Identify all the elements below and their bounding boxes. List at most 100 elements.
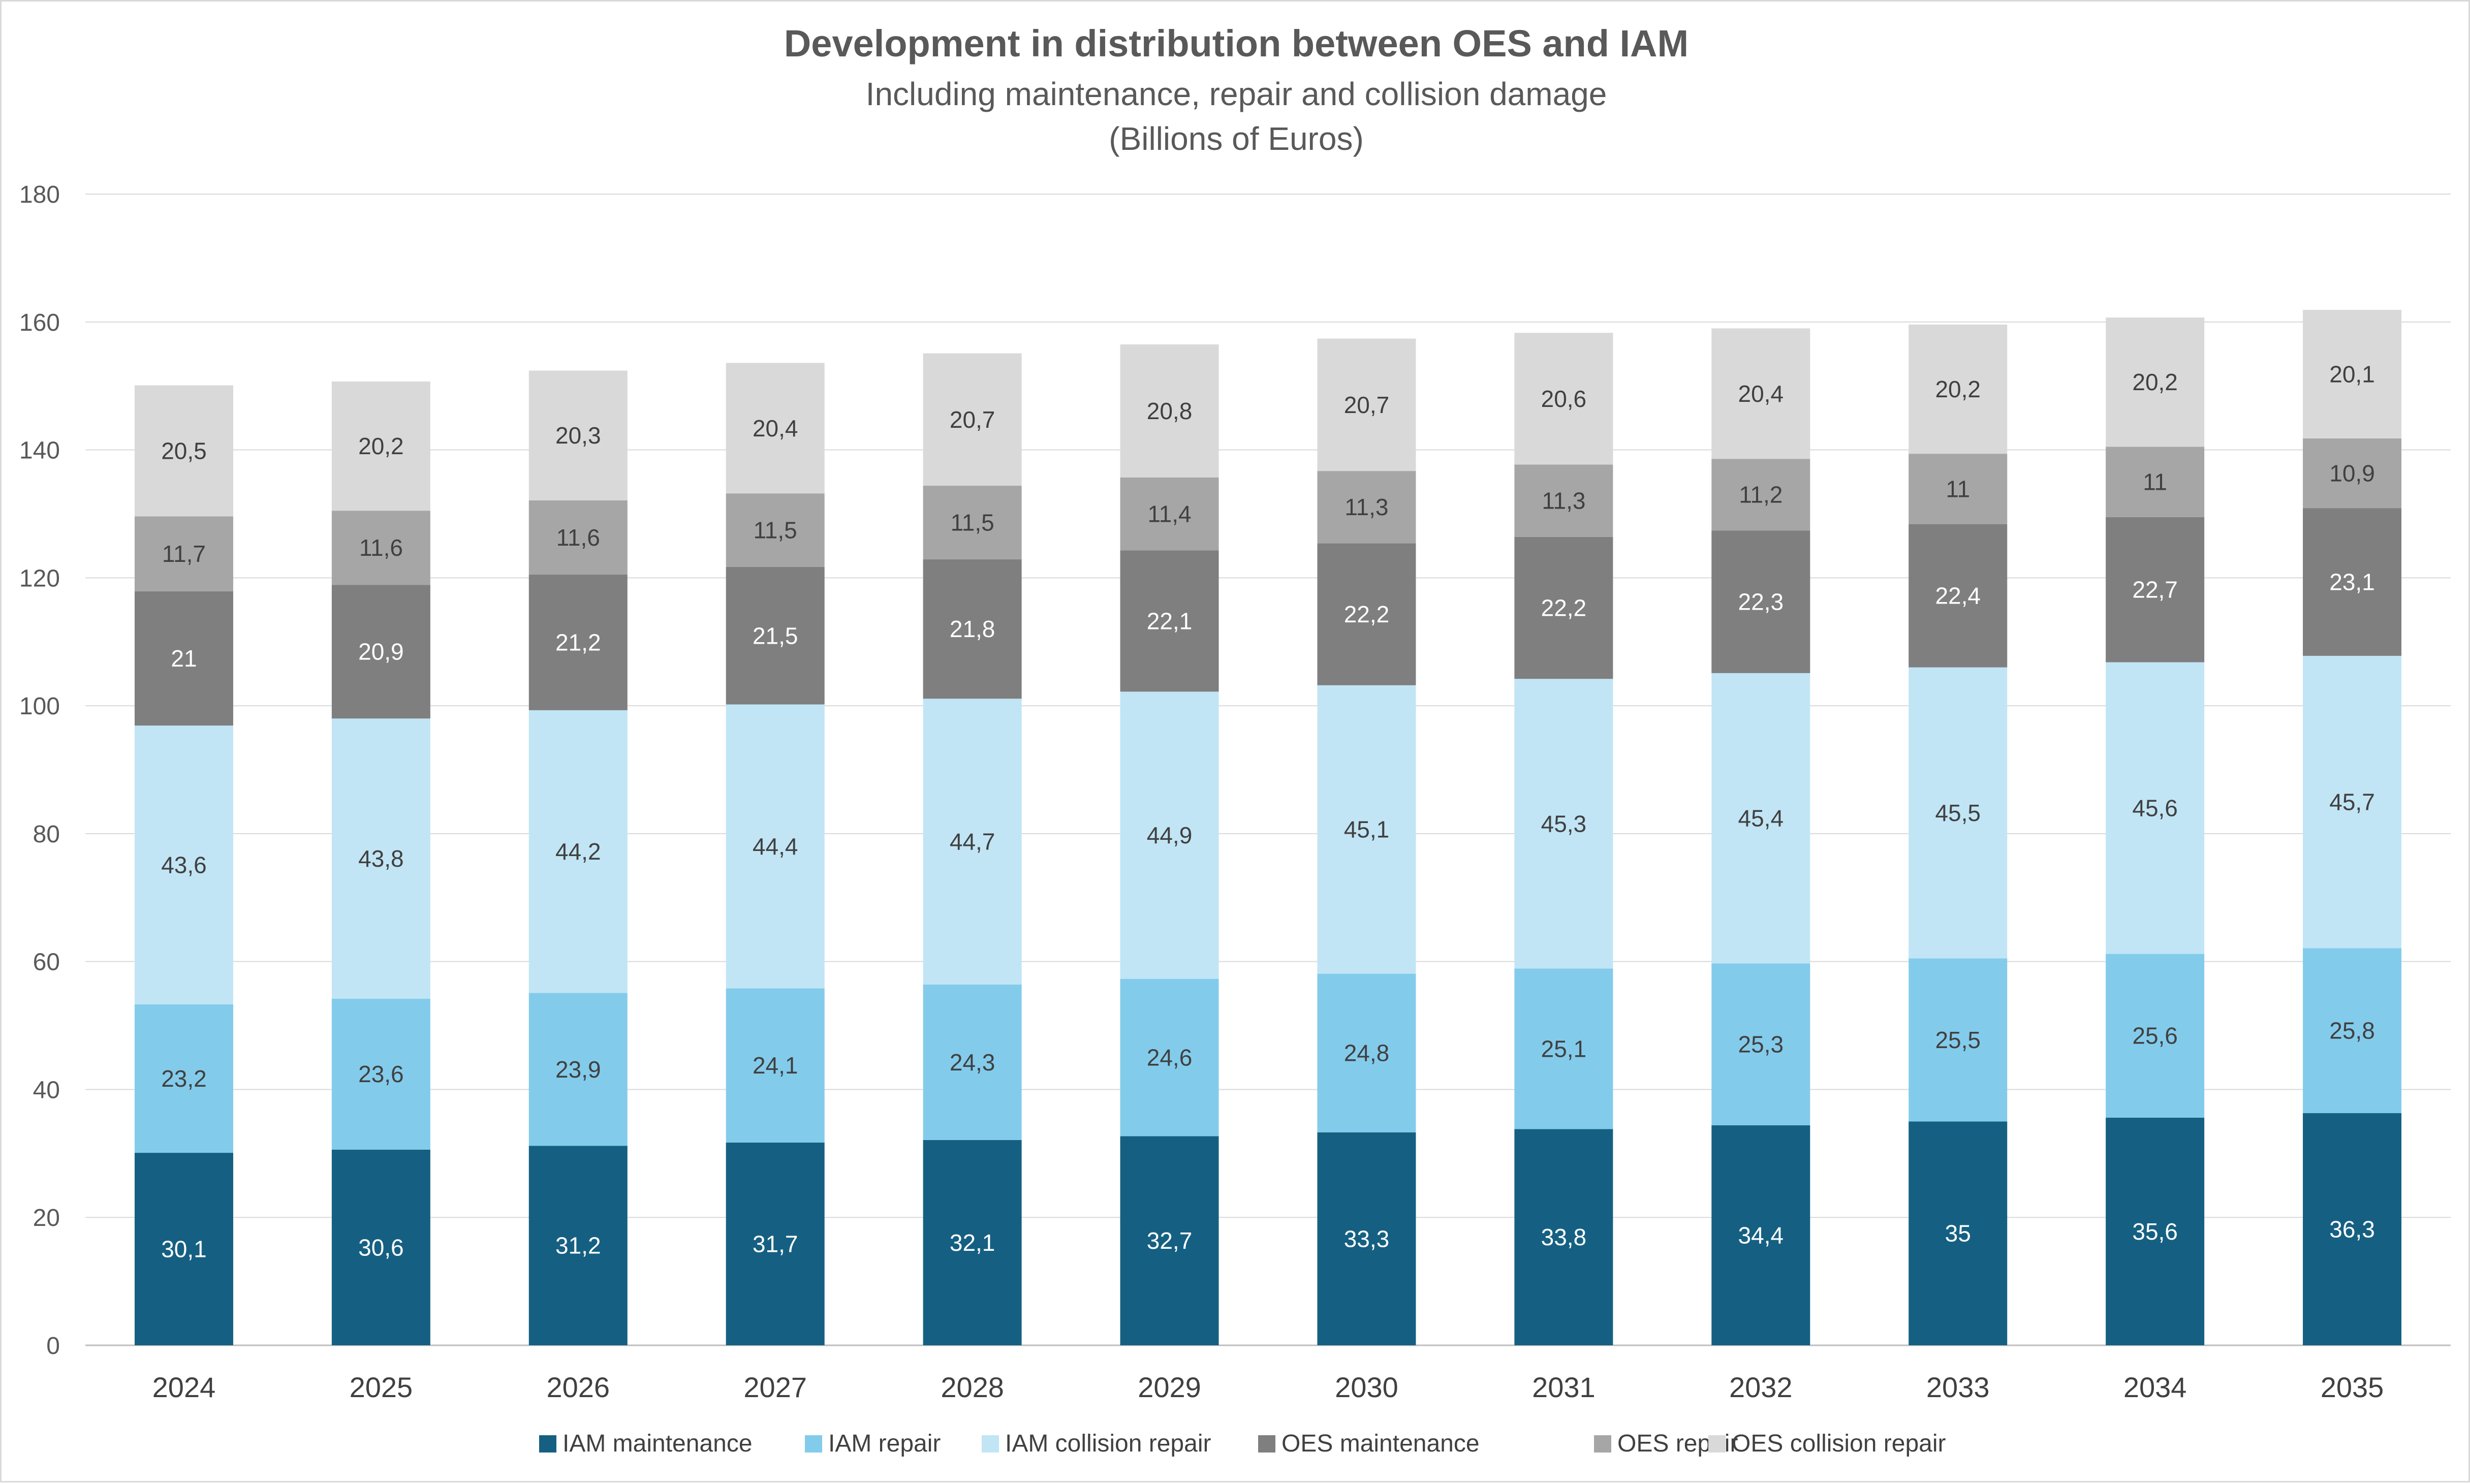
- bar-segment: [528, 370, 628, 501]
- bars: 30,1 23,2 43,6 21 11,7 20,5 30,6 23,6 43,8 20,9 11…: [134, 309, 2402, 1345]
- bar-segment: [726, 1142, 825, 1345]
- data-label: 31,2: [555, 1233, 601, 1259]
- data-label: 20,1: [2329, 361, 2375, 387]
- bar-segment: [1317, 685, 1416, 974]
- data-label: 20,2: [2132, 369, 2178, 395]
- bar-segment: [1120, 477, 1219, 551]
- data-label: 24,1: [753, 1052, 798, 1079]
- bar-segment: [2106, 317, 2205, 447]
- bar-segment: [134, 1004, 233, 1153]
- x-tick-label: 2024: [152, 1371, 216, 1403]
- data-label: 45,4: [1738, 805, 1784, 832]
- bar-segment: [1120, 978, 1219, 1136]
- bar-segment: [1909, 524, 2008, 668]
- y-tick-label: 20: [33, 1205, 60, 1232]
- y-tick-label: 0: [46, 1333, 60, 1360]
- bar-segment: [2106, 954, 2205, 1118]
- data-label: 45,3: [1541, 810, 1587, 837]
- bar-segment: [923, 699, 1022, 985]
- data-label: 30,1: [161, 1236, 207, 1262]
- data-label: 34,4: [1738, 1222, 1784, 1248]
- y-tick-label: 180: [19, 181, 60, 208]
- data-label: 35: [1945, 1220, 1971, 1247]
- data-label: 22,2: [1541, 595, 1587, 621]
- data-label: 11,4: [1147, 500, 1191, 527]
- bar-segment: [2303, 1113, 2402, 1345]
- legend-swatch: [1258, 1435, 1275, 1453]
- x-tick-label: 2028: [941, 1371, 1004, 1403]
- x-tick-label: 2027: [743, 1371, 807, 1403]
- data-label: 22,2: [1344, 601, 1390, 627]
- bar-segment: [1514, 679, 1613, 969]
- bar-segment: [726, 363, 825, 494]
- data-label: 44,9: [1147, 822, 1193, 848]
- bar-segment: [1317, 1132, 1416, 1345]
- bar-segment: [1120, 550, 1219, 692]
- data-label: 20,7: [950, 406, 995, 433]
- gridlines: [85, 194, 2451, 1346]
- bar-segment: [2303, 948, 2402, 1114]
- data-label: 45,6: [2132, 795, 2178, 822]
- data-label: 30,6: [358, 1234, 404, 1260]
- bar-segment: [1120, 344, 1219, 478]
- data-label: 33,8: [1541, 1224, 1587, 1250]
- chart-subtitle-line-1: Including maintenance, repair and collis…: [866, 76, 1607, 112]
- bar-segment: [1909, 1121, 2008, 1345]
- bar-segment: [528, 993, 628, 1146]
- x-tick-label: 2034: [2123, 1371, 2187, 1403]
- data-label: 11,7: [162, 541, 206, 567]
- data-label: 44,2: [555, 838, 601, 865]
- legend-label: IAM maintenance: [562, 1430, 753, 1457]
- data-label: 20,8: [1147, 398, 1193, 424]
- data-label: 20,7: [1344, 392, 1390, 418]
- legend-label: OES maintenance: [1281, 1430, 1480, 1457]
- data-label: 31,7: [753, 1230, 798, 1257]
- bar-segment: [923, 1140, 1022, 1345]
- legend: IAM maintenance IAM repair IAM collision r…: [539, 1430, 1946, 1457]
- legend-label: IAM repair: [828, 1430, 941, 1457]
- bar-segment: [528, 710, 628, 993]
- data-label: 20,9: [358, 639, 404, 665]
- data-label: 25,3: [1738, 1031, 1784, 1058]
- data-label: 25,5: [1935, 1027, 1981, 1053]
- bar-segment: [923, 353, 1022, 486]
- data-label: 44,4: [753, 833, 798, 860]
- bar-segment: [1909, 958, 2008, 1122]
- x-tick-label: 2035: [2321, 1371, 2384, 1403]
- x-tick-label: 2032: [1729, 1371, 1793, 1403]
- data-label: 32,7: [1147, 1227, 1193, 1254]
- bar-segment: [923, 559, 1022, 699]
- bar-segment: [134, 591, 233, 726]
- bar-segment: [2303, 438, 2402, 509]
- data-label: 23,1: [2329, 569, 2375, 595]
- bar-segment: [1120, 691, 1219, 979]
- bar-segment: [1909, 667, 2008, 959]
- data-label: 43,8: [358, 845, 404, 872]
- x-axis-ticks: 2024 2025 2026 2027 2028 2029 2030 2031 2032 2033…: [152, 1371, 2384, 1403]
- data-label: 45,7: [2329, 789, 2375, 815]
- data-label: 11,3: [1345, 494, 1388, 520]
- y-tick-label: 80: [33, 821, 60, 848]
- bar-segment: [1711, 530, 1810, 673]
- data-label: 33,3: [1344, 1225, 1390, 1252]
- x-tick-label: 2031: [1532, 1371, 1596, 1403]
- bar-segment: [134, 725, 233, 1005]
- y-tick-label: 40: [33, 1077, 60, 1103]
- x-tick-label: 2029: [1138, 1371, 1201, 1403]
- bar-segment: [1514, 464, 1613, 537]
- legend-swatch: [1708, 1435, 1726, 1453]
- bar-segment: [726, 988, 825, 1143]
- data-label: 11: [1946, 476, 1970, 502]
- data-label: 24,8: [1344, 1040, 1390, 1066]
- data-label: 45,5: [1935, 800, 1981, 826]
- bar-segment: [1909, 324, 2008, 454]
- legend-swatch: [982, 1435, 999, 1453]
- data-label: 20,4: [1738, 381, 1784, 407]
- bar-segment: [1317, 471, 1416, 544]
- bar-segment: [1514, 536, 1613, 679]
- data-label: 24,3: [950, 1049, 995, 1076]
- bar-segment: [726, 704, 825, 989]
- legend-label: IAM collision repair: [1005, 1430, 1211, 1457]
- bar-segment: [726, 566, 825, 705]
